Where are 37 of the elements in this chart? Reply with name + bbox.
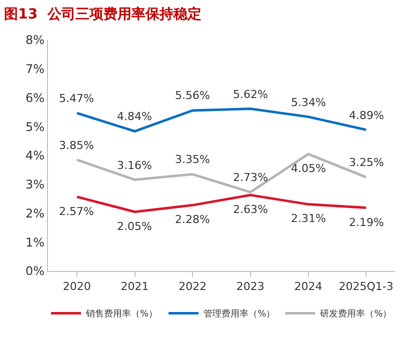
y-tick-label: 2%: [26, 206, 45, 220]
legend-label: 销售费用率（%）: [85, 308, 158, 320]
data-label: 4.89%: [349, 109, 384, 122]
data-label: 5.34%: [291, 96, 326, 109]
data-label: 3.85%: [59, 139, 94, 152]
x-tick-label: 2023: [236, 280, 264, 294]
x-tick-label: 2020: [62, 280, 91, 294]
y-tick-label: 4%: [26, 148, 45, 163]
legend-label: 管理费用率（%）: [204, 308, 276, 320]
legend-label: 研发费用率（%）: [320, 308, 392, 320]
x-tick-label: 2025Q1-3: [338, 280, 394, 294]
data-label: 2.28%: [175, 213, 210, 226]
data-label: 2.63%: [233, 203, 268, 216]
data-label: 2.73%: [233, 171, 268, 184]
y-tick-label: 3%: [26, 178, 45, 192]
y-tick-label: 6%: [26, 90, 45, 105]
data-label: 3.25%: [349, 156, 384, 169]
data-label: 3.16%: [117, 159, 152, 172]
data-label: 2.05%: [117, 220, 152, 233]
y-tick-label: 5%: [26, 120, 45, 134]
data-label: 3.35%: [175, 153, 210, 166]
chart-title: 图13 公司三项费用率保持稳定: [4, 5, 202, 22]
data-label: 4.84%: [117, 110, 152, 123]
y-tick-label: 8%: [26, 33, 45, 48]
data-label: 2.31%: [291, 212, 326, 225]
y-tick-label: 1%: [26, 235, 45, 250]
x-tick-label: 2021: [120, 280, 149, 294]
x-tick-label: 2024: [294, 280, 322, 294]
data-label: 2.57%: [59, 205, 94, 218]
data-label: 2.19%: [349, 216, 384, 229]
y-tick-label: 7%: [26, 62, 45, 76]
data-label: 4.05%: [291, 162, 326, 175]
data-label: 5.47%: [59, 92, 94, 105]
data-label: 5.62%: [233, 88, 268, 101]
data-label: 5.56%: [175, 89, 210, 102]
x-tick-label: 2022: [178, 280, 207, 294]
y-tick-label: 0%: [26, 264, 45, 278]
